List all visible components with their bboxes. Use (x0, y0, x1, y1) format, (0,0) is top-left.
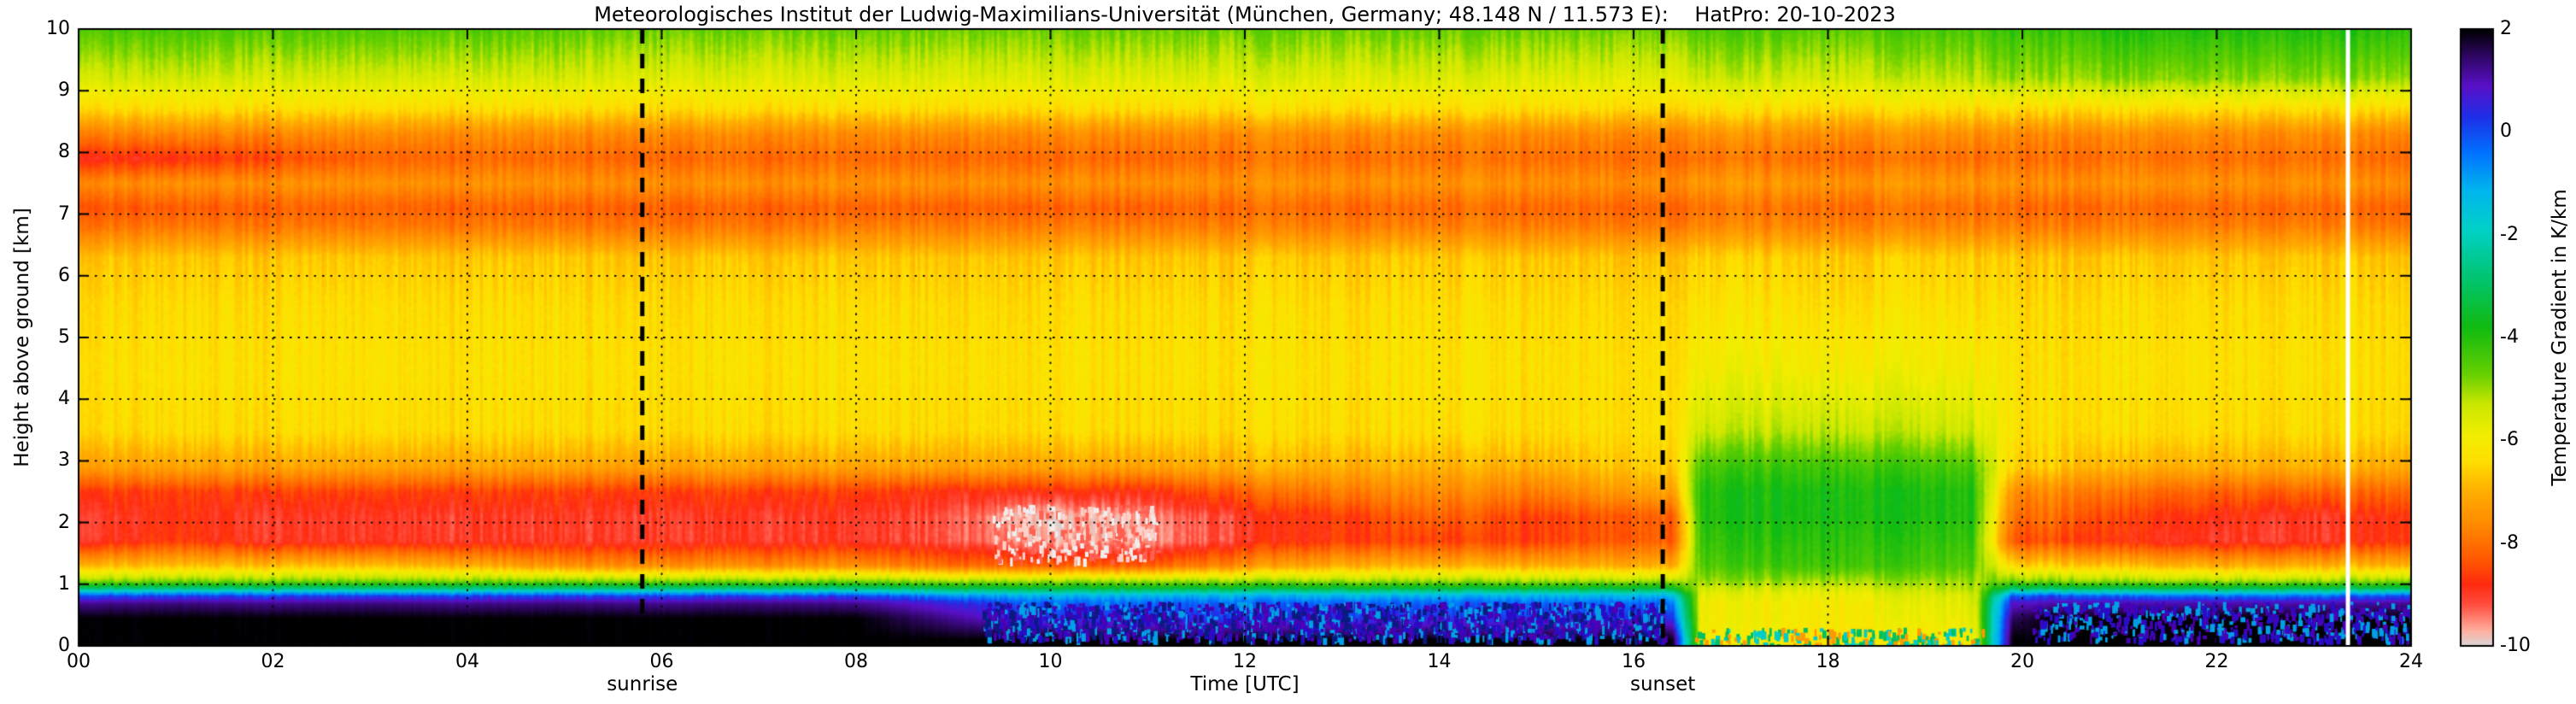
x-tick-label: 22 (2204, 651, 2229, 672)
x-tick-label: 10 (1038, 651, 1063, 672)
colorbar-tick-label: -2 (2500, 223, 2519, 245)
y-tick-label: 8 (58, 141, 70, 163)
x-tick-label: 16 (1622, 651, 1646, 672)
x-tick-label: 08 (844, 651, 868, 672)
y-tick-label: 0 (58, 635, 70, 656)
x-tick-label: 24 (2399, 651, 2423, 672)
x-tick-label: 04 (455, 651, 479, 672)
colorbar-tick-label: -6 (2500, 429, 2519, 451)
y-tick-label: 1 (58, 572, 70, 595)
x-tick-label: 14 (1427, 651, 1452, 672)
y-tick-label: 5 (58, 326, 70, 348)
y-tick-label: 6 (58, 264, 70, 286)
y-tick-label: 7 (58, 202, 70, 225)
sunset-label: sunset (1629, 673, 1696, 695)
x-tick-label: 06 (649, 651, 674, 672)
y-tick-label: 9 (58, 79, 70, 102)
y-tick-label: 2 (58, 511, 70, 533)
y-tick-label: 10 (46, 18, 70, 39)
y-tick-label: 4 (58, 388, 70, 410)
x-tick-label: 02 (261, 651, 285, 672)
colorbar-tick-label: -10 (2500, 635, 2531, 656)
x-tick-label: 12 (1233, 651, 1257, 672)
colorbar-tick-label: -4 (2500, 326, 2519, 348)
chart-title: Meteorologisches Institut der Ludwig-Max… (594, 3, 1896, 26)
colorbar-tick-label: 0 (2500, 120, 2512, 143)
colorbar-tick-label: 2 (2500, 18, 2512, 39)
x-tick-label: 18 (1816, 651, 1840, 672)
x-axis-label: Time [UTC] (1190, 673, 1300, 695)
colorbar-tick-label: -8 (2500, 531, 2519, 554)
y-tick-label: 3 (58, 449, 70, 472)
sunrise-label: sunrise (607, 673, 678, 695)
x-tick-label: 20 (2010, 651, 2034, 672)
x-tick-label: 00 (67, 651, 91, 672)
